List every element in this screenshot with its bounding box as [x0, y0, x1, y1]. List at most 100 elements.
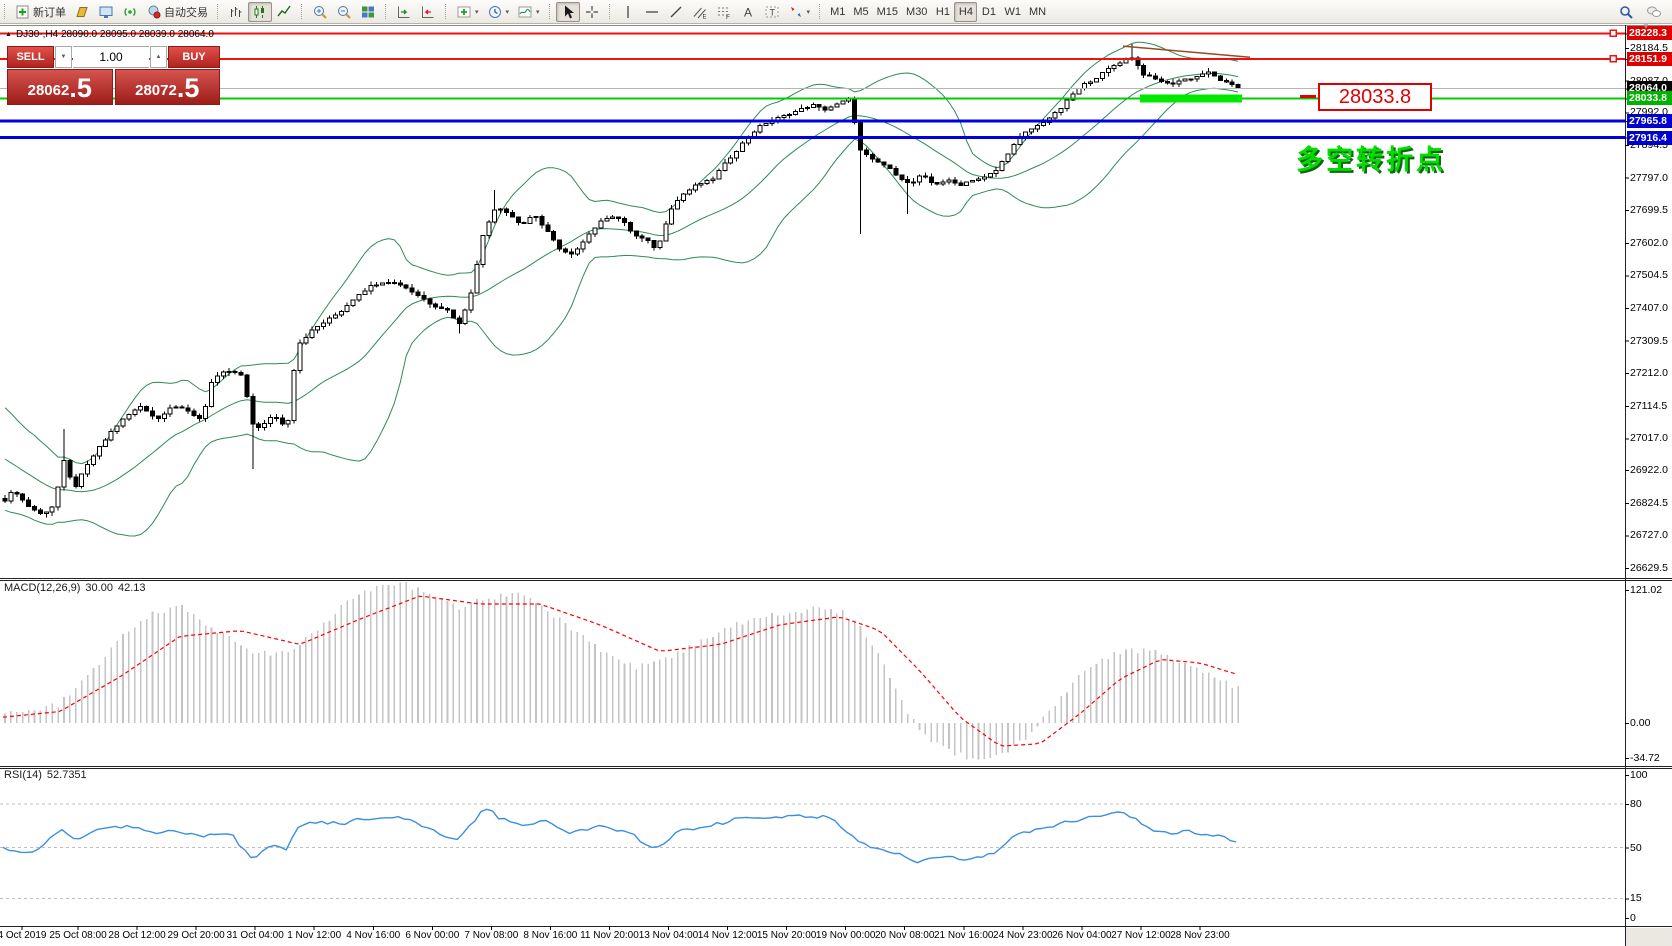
fibonacci-button[interactable]: F [712, 2, 736, 22]
toolbar-group-3 [382, 0, 442, 24]
tf-m30-button[interactable]: M30 [902, 2, 931, 22]
svg-text:F: F [726, 14, 730, 20]
tf-w1-button[interactable]: W1 [1000, 2, 1025, 22]
signals-button[interactable] [118, 2, 142, 22]
line-chart-icon [276, 4, 292, 20]
rsi-indicator-label: RSI(14) 52.7351 [4, 769, 92, 781]
hline-icon [644, 4, 660, 20]
chat-button[interactable] [1642, 2, 1666, 22]
toolbar-right-group [1614, 0, 1666, 24]
volume-decrease-button[interactable]: ▼ [55, 46, 72, 68]
autotrading-icon [146, 4, 162, 20]
macd-signal-value: 42.13 [117, 582, 146, 594]
tf-d1-button[interactable]: D1 [977, 2, 1000, 22]
editor-icon [98, 4, 114, 20]
tile-windows-button[interactable] [356, 2, 380, 22]
dropdown-arrow-icon[interactable]: ▾ [475, 8, 479, 16]
sell-price-display[interactable]: 28062.5 [7, 69, 113, 105]
tf-mn-label: MN [1028, 5, 1047, 18]
new-order-icon [15, 4, 31, 20]
symbol-marker-icon: ▲ [5, 31, 12, 38]
svg-text:T: T [769, 7, 775, 17]
tf-m1-button[interactable]: M1 [826, 2, 849, 22]
metaeditor-button[interactable] [94, 2, 118, 22]
text-label-button[interactable]: T [760, 2, 784, 22]
symbol-info: ▲ DJ30-,H4 28090.0 28095.0 28039.0 28064… [5, 29, 214, 40]
buy-button[interactable]: BUY [168, 46, 220, 68]
tf-m15-button[interactable]: M15 [873, 2, 902, 22]
templates-icon [517, 4, 533, 20]
volume-input[interactable]: 1.00 [73, 46, 149, 68]
volume-increase-button[interactable]: ▲ [150, 46, 167, 68]
zoom-in-icon [312, 4, 328, 20]
bar-chart-icon [228, 4, 244, 20]
indicators-button[interactable]: ▾ [452, 2, 483, 22]
crosshair-icon [584, 4, 600, 20]
sell-button[interactable]: SELL [7, 46, 54, 68]
toolbar-group-handle[interactable] [548, 4, 553, 19]
macd-name: MACD(12,26,9) [4, 582, 81, 594]
autotrading-button[interactable]: 自动交易 [142, 2, 212, 22]
price-callout-box[interactable]: 28033.8 [1318, 83, 1432, 111]
dropdown-arrow-icon[interactable]: ▾ [505, 8, 510, 16]
dropdown-arrow-icon[interactable]: ▾ [806, 8, 811, 16]
rsi-level-lines [0, 803, 1625, 899]
search-icon [1618, 4, 1634, 20]
rsi-name: RSI(14) [4, 769, 42, 781]
macd-indicator-label: MACD(12,26,9) 30.00 42.13 [4, 582, 150, 594]
equidistant-channel-button[interactable]: E [688, 2, 712, 22]
toolbar-group-handle[interactable] [608, 4, 613, 19]
pane-borders [0, 25, 1672, 946]
toolbar-group-1 [214, 0, 298, 24]
search-button[interactable] [1614, 2, 1638, 22]
annotation-text[interactable]: 多空转折点 [1296, 145, 1446, 175]
axis-corner [1626, 928, 1672, 946]
new-order-button[interactable]: 新订单 [11, 2, 70, 22]
zoom-out-button[interactable] [332, 2, 356, 22]
templates-button[interactable]: ▾ [513, 2, 544, 22]
auto-scroll-button[interactable] [392, 2, 416, 22]
candlestick-mode-button[interactable] [248, 1, 272, 22]
toolbar-group-5 [546, 0, 606, 24]
periods-button[interactable]: ▾ [483, 2, 514, 22]
toolbar-group-0: 新订单 自动交易 [1, 0, 214, 24]
tf-h1-button[interactable]: H1 [931, 2, 954, 22]
toolbar-group-handle[interactable] [301, 4, 305, 19]
dropdown-arrow-icon[interactable]: ▾ [536, 8, 540, 16]
toolbar-group-handle[interactable] [819, 4, 823, 19]
price-callout-dash [1300, 95, 1316, 98]
tf-mn-button[interactable]: MN [1025, 2, 1050, 22]
buy-price-main: 28072 [135, 82, 177, 99]
toolbar-group-4: ▾ ▾ ▾ [442, 0, 546, 24]
horizontal-line-button[interactable] [640, 2, 664, 22]
label-icon: T [764, 4, 780, 20]
bar-chart-mode-button[interactable] [224, 2, 248, 22]
tf-h1-label: H1 [935, 5, 950, 18]
toolbar-group-handle[interactable] [217, 4, 221, 19]
sell-price-frac: .5 [69, 73, 92, 103]
line-chart-mode-button[interactable] [272, 2, 296, 22]
periods-icon [487, 4, 503, 20]
trendline-button[interactable] [664, 2, 688, 22]
chart-shift-button[interactable] [416, 2, 440, 22]
text-button[interactable]: A [736, 2, 760, 22]
arrows-button[interactable]: ▾ [784, 2, 815, 22]
cursor-button[interactable] [555, 1, 580, 22]
market-watch-button[interactable] [70, 2, 94, 22]
zoom-in-button[interactable] [308, 2, 332, 22]
crosshair-button[interactable] [580, 2, 604, 22]
tf-m5-button[interactable]: M5 [849, 2, 872, 22]
toolbar-group-handle[interactable] [385, 4, 389, 19]
candlesticks [2, 44, 1241, 518]
tf-h4-button[interactable]: H4 [954, 1, 978, 22]
toolbar: 新订单 自动交易 ▾ ▾ ▾ E F A T ▾ M1 M5 M15 M30 H1 H4 D1 W1 MN [0, 0, 1672, 24]
trend-segment [1122, 45, 1251, 58]
buy-price-display[interactable]: 28072.5 [114, 69, 220, 105]
macd-histogram [4, 582, 1239, 760]
toolbar-group-handle[interactable] [4, 4, 8, 19]
vertical-line-button[interactable] [616, 2, 640, 22]
one-click-trading-panel: SELL ▼ 1.00 ▲ BUY 28062.5 28072.5 [7, 46, 220, 105]
toolbar-group-handle[interactable] [445, 4, 449, 19]
